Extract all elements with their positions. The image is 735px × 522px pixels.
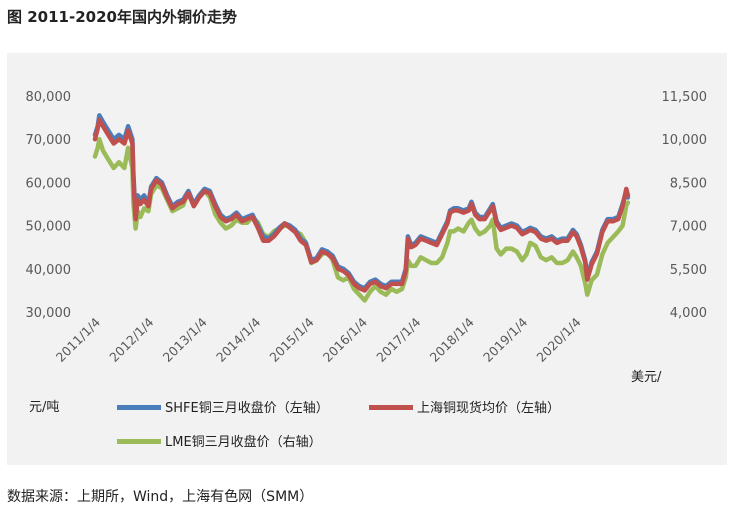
series-line-spot [92,117,631,293]
x-axis-tick-label: 2020/1/4 [533,314,583,364]
legend-swatch-spot [369,405,413,410]
legend: SHFE铜三月收盘价（左轴） 上海铜现货均价（左轴） LME铜三月收盘价（右轴） [117,400,560,450]
chart-panel: 30,000 40,000 50,000 60,000 70,000 80,000 4,0… [7,53,727,465]
copper-price-chart: 30,000 40,000 50,000 60,000 70,000 80,000 4,0… [26,90,708,450]
left-axis-ticks: 30,000 40,000 50,000 60,000 70,000 80,000 [26,90,72,321]
x-axis-tick-label: 2012/1/4 [106,314,156,364]
left-axis-tick-label: 60,000 [26,176,72,191]
right-axis-tick-label: 4,000 [670,306,707,321]
series-lines-layer [92,113,631,303]
series-line-shfe [92,113,631,291]
right-axis-tick-label: 7,000 [670,220,707,235]
x-axis-tick-label: 2013/1/4 [160,314,210,364]
right-axis-tick-label: 5,500 [670,263,707,278]
right-axis-tick-label: 8,500 [670,176,707,191]
legend-label-lme: LME铜三月收盘价（右轴） [165,434,322,450]
x-axis-tick-label: 2016/1/4 [320,314,370,364]
left-axis-tick-label: 30,000 [26,306,72,321]
x-axis-tick-label: 2011/1/4 [53,314,103,364]
x-axis-tick-label: 2015/1/4 [266,314,316,364]
legend-label-spot: 上海铜现货均价（左轴） [417,400,560,416]
right-axis-tick-label: 10,000 [662,133,708,148]
figure-title: 图 2011-2020年国内外铜价走势 [7,8,237,26]
left-axis-tick-label: 80,000 [26,90,72,105]
series-line-lme [92,136,631,303]
x-axis-tick-label: 2019/1/4 [480,314,530,364]
left-axis-tick-label: 40,000 [26,263,72,278]
source-note: 数据来源：上期所，Wind，上海有色网（SMM） [7,489,314,505]
legend-swatch-shfe [117,405,161,410]
x-axis-tick-label: 2014/1/4 [213,314,263,364]
x-axis-tick-label: 2018/1/4 [427,314,477,364]
left-axis-unit: 元/吨 [29,400,59,415]
x-axis-tick-label: 2017/1/4 [373,314,423,364]
x-axis-ticks: 2011/1/4 2012/1/4 2013/1/4 2014/1/4 2015/1/4… [53,314,584,364]
left-axis-tick-label: 70,000 [26,133,72,148]
right-axis-tick-label: 11,500 [662,90,708,105]
right-axis-ticks: 4,000 5,500 7,000 8,500 10,000 11,500 [662,90,708,321]
legend-label-shfe: SHFE铜三月收盘价（左轴） [165,400,329,416]
left-axis-tick-label: 50,000 [26,220,72,235]
legend-swatch-lme [117,439,161,444]
right-axis-unit: 美元/ [631,370,662,385]
